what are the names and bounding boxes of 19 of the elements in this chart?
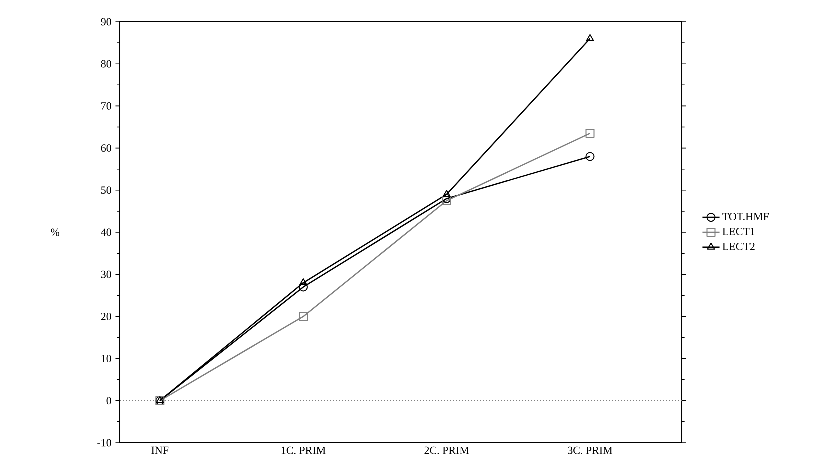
y-tick-label: 30 bbox=[101, 270, 112, 278]
x-tick-label: 3C. PRIM bbox=[568, 446, 613, 454]
y-tick-label: 0 bbox=[106, 397, 112, 405]
x-tick-label: 2C. PRIM bbox=[424, 446, 470, 454]
y-tick-label: 50 bbox=[102, 186, 112, 194]
x-tick-label: 1C. PRIM bbox=[282, 446, 326, 454]
y-tick-label: 90 bbox=[101, 18, 112, 26]
legend-label: TOT.HMF bbox=[722, 213, 770, 221]
legend-label: LECT1 bbox=[722, 228, 755, 236]
legend-label: LECT2 bbox=[722, 242, 755, 250]
y-tick-label: 10 bbox=[102, 355, 112, 363]
y-tick-label: 20 bbox=[101, 312, 112, 320]
y-tick-label: 80 bbox=[101, 60, 112, 68]
y-tick-label: 60 bbox=[101, 144, 112, 152]
y-tick-label: 70 bbox=[102, 102, 112, 110]
y-tick-label: 40 bbox=[101, 228, 112, 236]
y-axis-title: % bbox=[51, 228, 60, 236]
y-tick-label: -10 bbox=[98, 439, 112, 447]
x-tick-label: INF bbox=[152, 446, 169, 454]
